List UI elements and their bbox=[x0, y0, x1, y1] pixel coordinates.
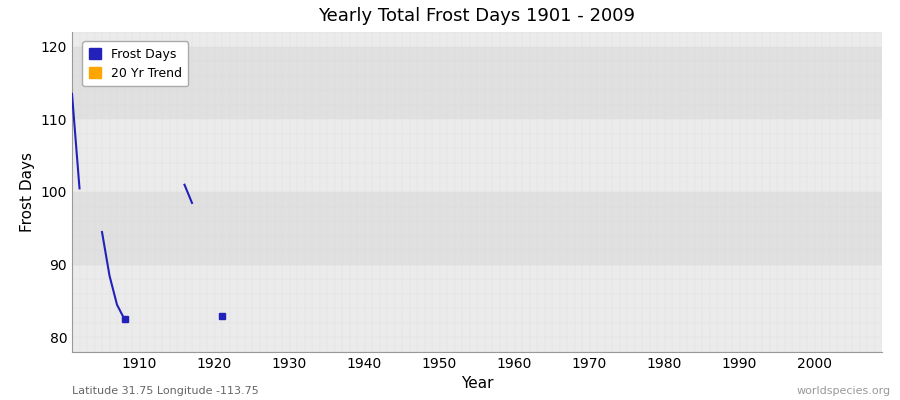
Bar bbox=[72, 265, 882, 338]
Text: worldspecies.org: worldspecies.org bbox=[796, 386, 891, 396]
X-axis label: Year: Year bbox=[461, 376, 493, 392]
Bar bbox=[72, 119, 882, 192]
Text: Latitude 31.75 Longitude -113.75: Latitude 31.75 Longitude -113.75 bbox=[72, 386, 259, 396]
Title: Yearly Total Frost Days 1901 - 2009: Yearly Total Frost Days 1901 - 2009 bbox=[319, 7, 635, 25]
Y-axis label: Frost Days: Frost Days bbox=[20, 152, 35, 232]
Legend: Frost Days, 20 Yr Trend: Frost Days, 20 Yr Trend bbox=[82, 42, 188, 86]
Bar bbox=[72, 46, 882, 119]
Bar bbox=[72, 192, 882, 265]
